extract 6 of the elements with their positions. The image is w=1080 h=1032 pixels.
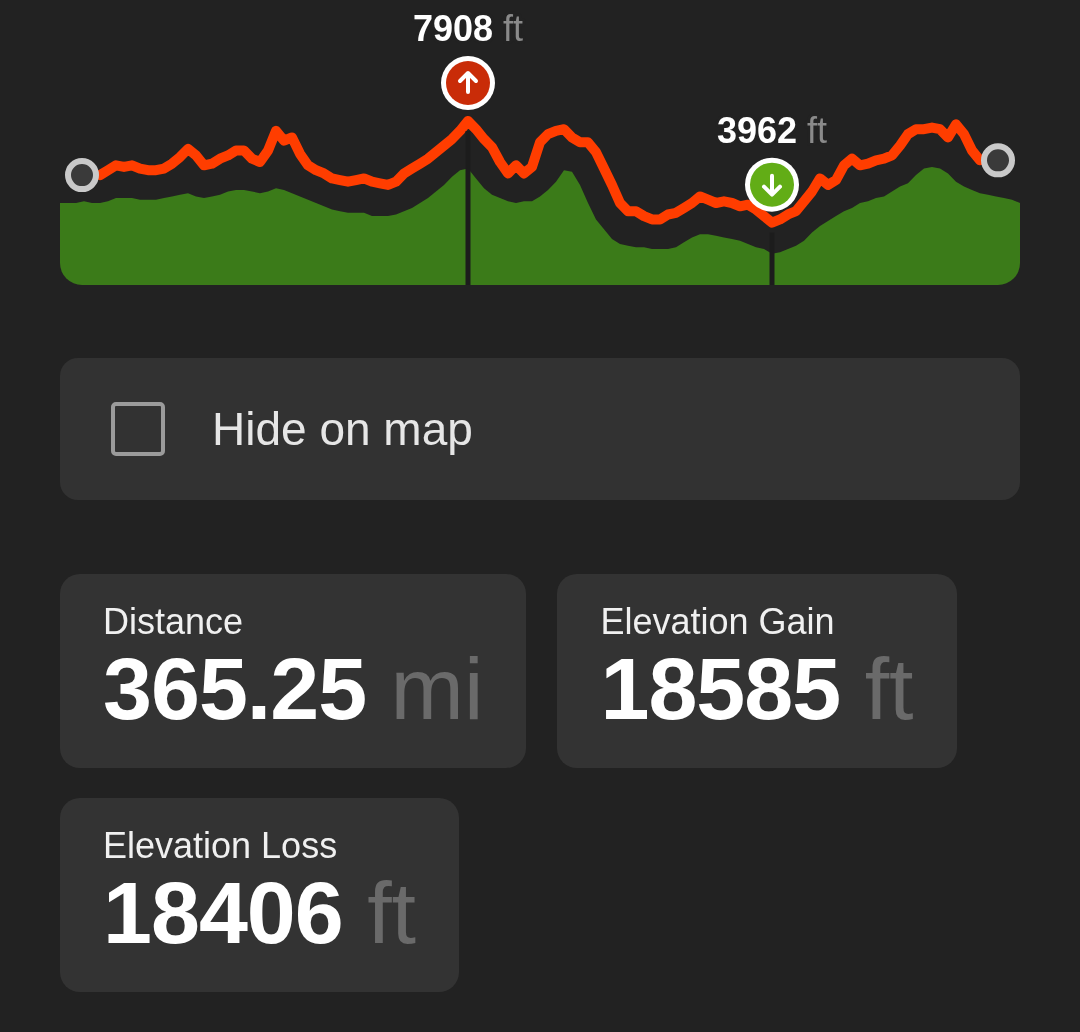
annotation: 3962 ft (716, 109, 828, 151)
text: Elevation Loss (103, 825, 338, 866)
text: Elevation Gain (600, 601, 835, 642)
text: Hide on map (212, 402, 473, 456)
annotation: 7908 ft (412, 8, 524, 49)
text: Distance (103, 601, 244, 642)
